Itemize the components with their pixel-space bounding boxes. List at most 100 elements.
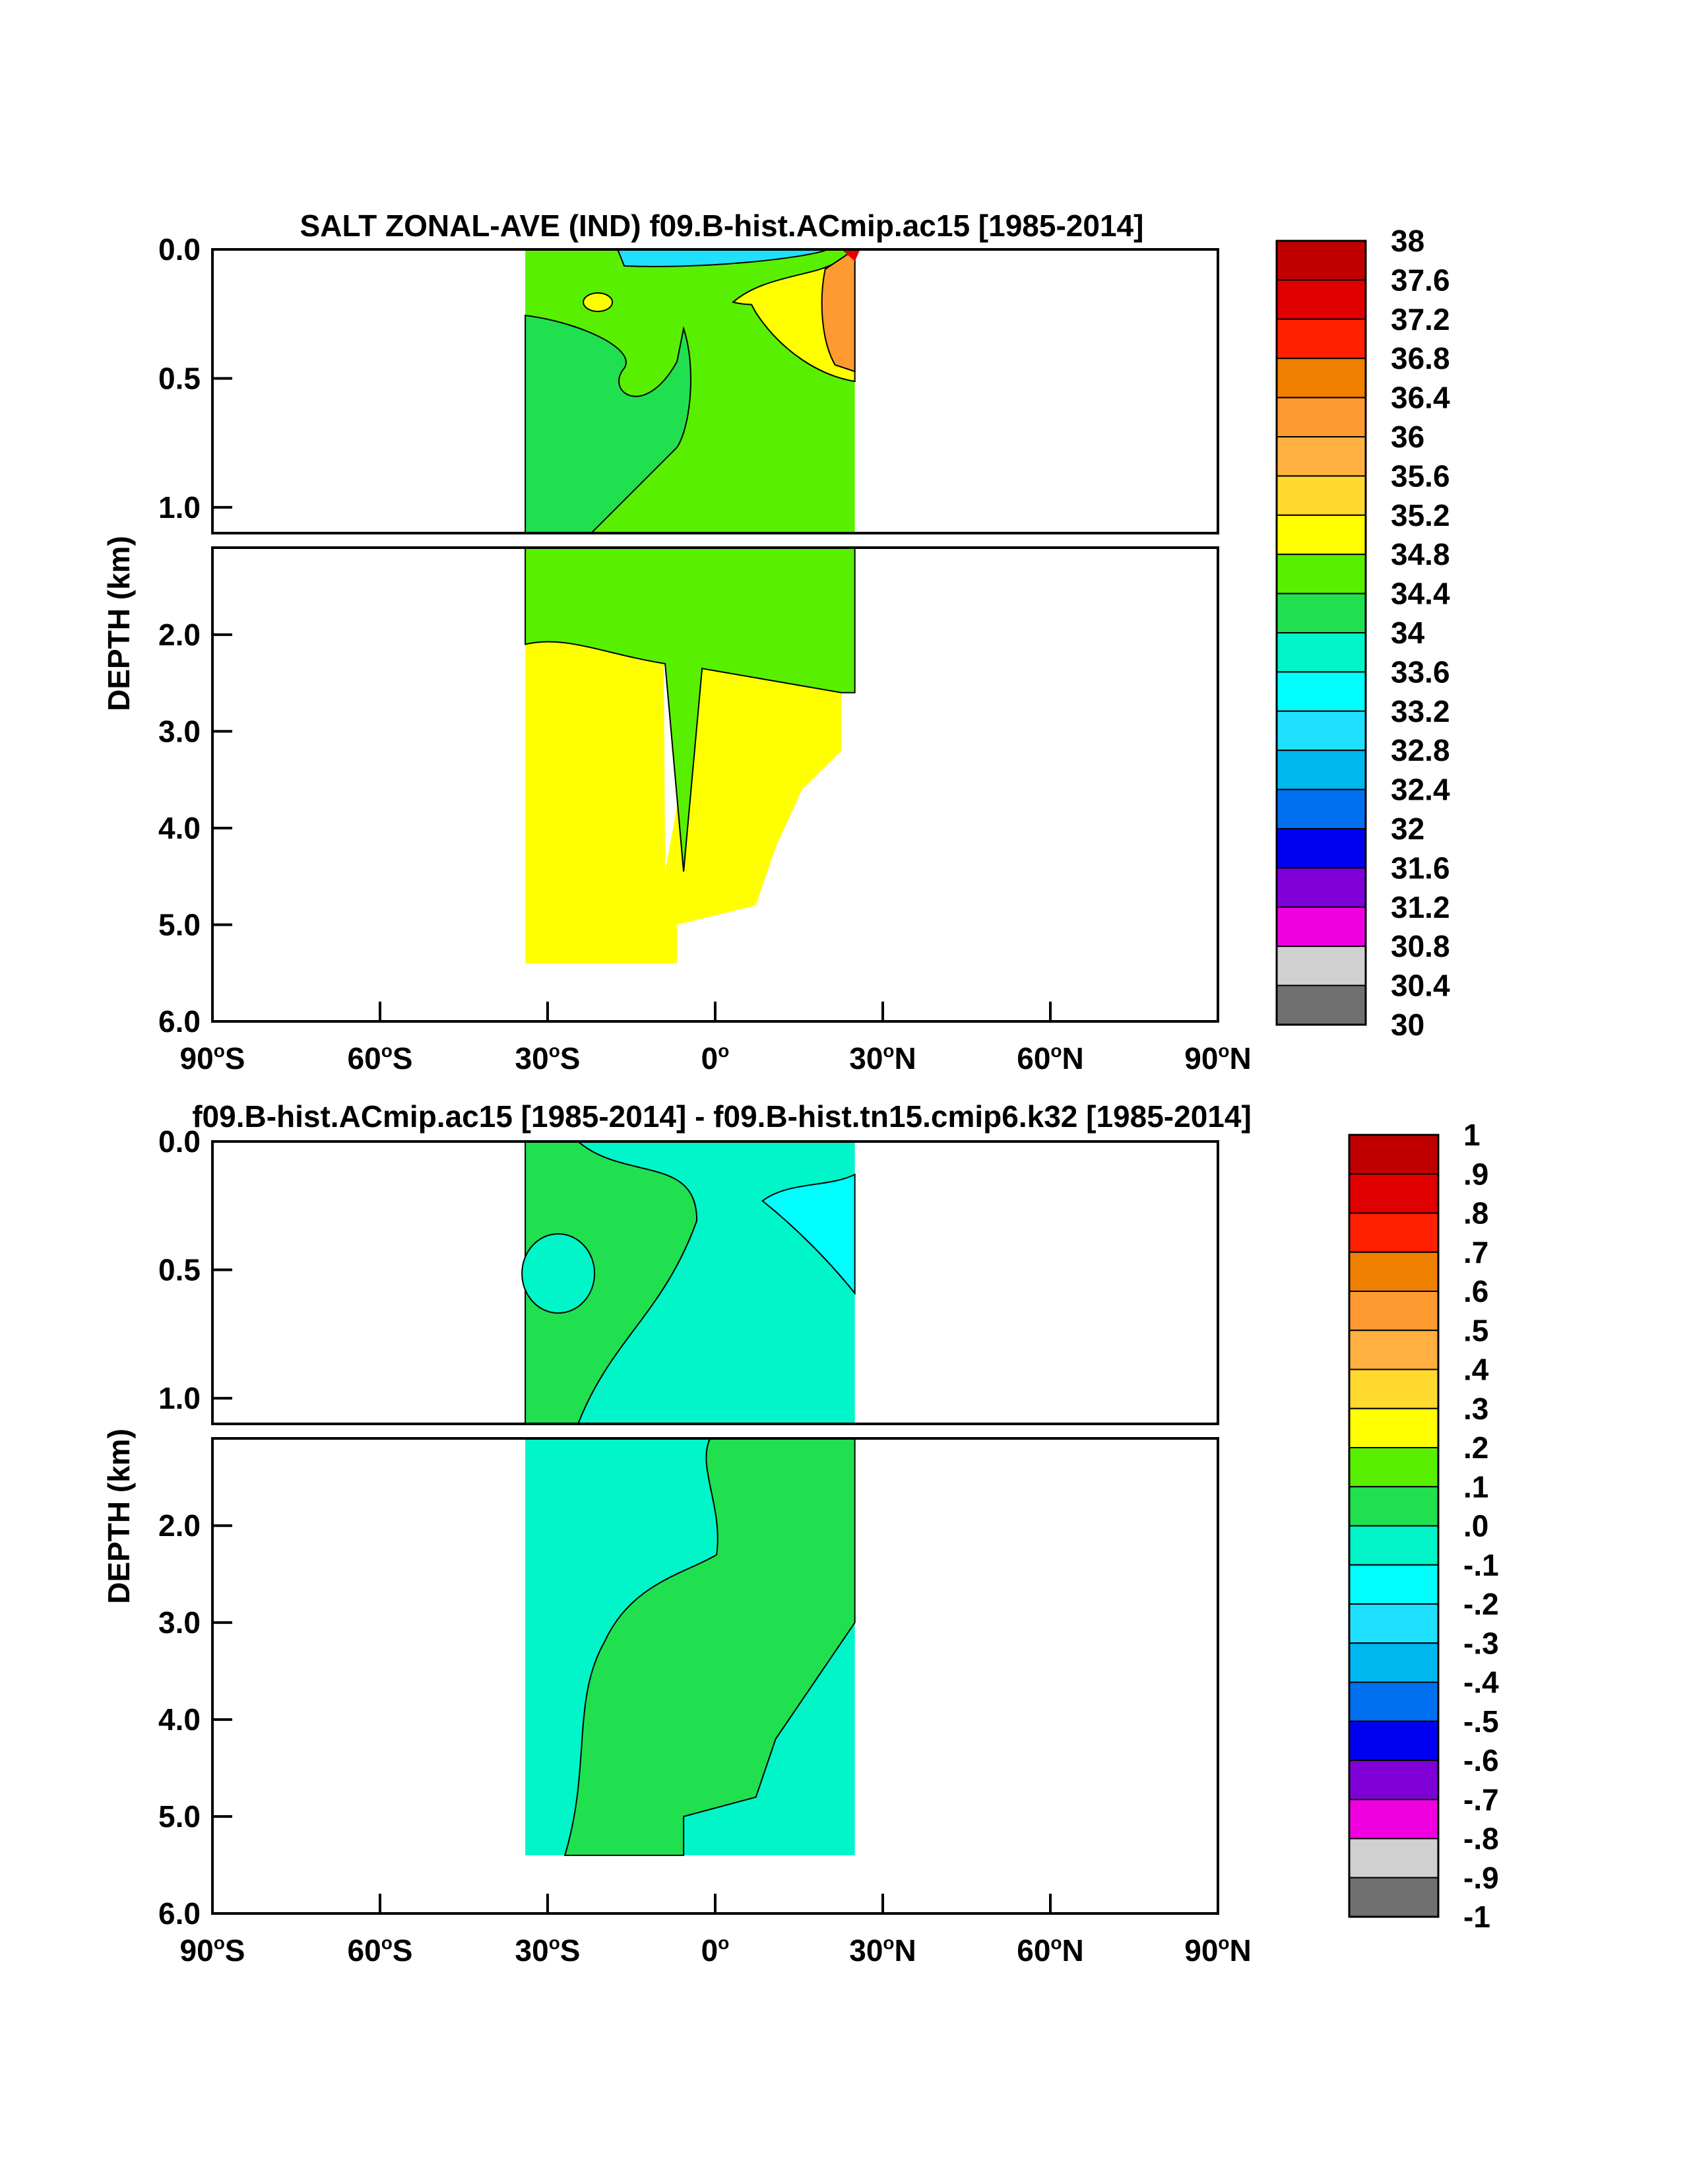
colorbar-label: .5 bbox=[1463, 1313, 1488, 1347]
colorbar-label: -.3 bbox=[1463, 1626, 1499, 1660]
field-region-0-0-patch bbox=[521, 1233, 596, 1314]
colorbar-label: 34.4 bbox=[1391, 577, 1450, 611]
colorbar-label: 36.4 bbox=[1391, 381, 1450, 415]
colorbar-label: 30.4 bbox=[1391, 969, 1450, 1003]
colorbar-label: 35.6 bbox=[1391, 459, 1450, 493]
field-region-34-4 bbox=[525, 314, 691, 534]
colorbar-label: 34.8 bbox=[1391, 537, 1450, 571]
colorbar-swatch bbox=[1349, 1407, 1439, 1448]
colorbar-swatch bbox=[1276, 671, 1366, 712]
x-tick-label: 30oN bbox=[849, 1933, 916, 1968]
colorbar-label: 30.8 bbox=[1391, 929, 1450, 963]
colorbar-label: .9 bbox=[1463, 1157, 1488, 1191]
colorbar-swatch bbox=[1276, 318, 1366, 360]
field-region-37-6 bbox=[841, 249, 860, 261]
colorbar-swatch bbox=[1349, 1368, 1439, 1409]
colorbar-frame bbox=[1348, 1134, 1440, 1918]
colorbar-frame bbox=[1275, 240, 1367, 1026]
colorbar-swatch bbox=[1349, 1564, 1439, 1605]
colorbar-swatch bbox=[1349, 1760, 1439, 1801]
colorbar-swatch bbox=[1349, 1525, 1439, 1566]
x-tick-label: 30oN bbox=[849, 1041, 916, 1076]
colorbar-swatch bbox=[1276, 475, 1366, 516]
colorbar-label: .3 bbox=[1463, 1392, 1488, 1426]
x-tick-label: 0o bbox=[701, 1933, 730, 1968]
y-tick-label: 6.0 bbox=[158, 1004, 201, 1039]
upper-panel-frame bbox=[211, 248, 1219, 534]
colorbar-label: 37.6 bbox=[1391, 263, 1450, 297]
x-tick-label: 90oS bbox=[180, 1933, 245, 1968]
colorbar-swatch bbox=[1276, 750, 1366, 790]
colorbar-swatch bbox=[1349, 1212, 1439, 1253]
colorbar-label: 32.4 bbox=[1391, 773, 1450, 807]
colorbar-swatch bbox=[1276, 358, 1366, 399]
field-region-0-1 bbox=[525, 1141, 698, 1425]
colorbar-label: 33.6 bbox=[1391, 655, 1450, 689]
chart-title: f09.B-hist.ACmip.ac15 [1985-2014] - f09.… bbox=[192, 1099, 1252, 1134]
colorbar-swatch bbox=[1349, 1877, 1439, 1917]
colorbar-label: 31.2 bbox=[1391, 890, 1450, 924]
colorbar-swatch bbox=[1276, 788, 1366, 829]
colorbar-swatch bbox=[1349, 1720, 1439, 1761]
y-tick-label: 1.0 bbox=[158, 490, 201, 525]
colorbar-label: -.1 bbox=[1463, 1548, 1499, 1582]
colorbar-swatch bbox=[1349, 1799, 1439, 1840]
y-axis-label: DEPTH (km) bbox=[102, 1429, 136, 1604]
y-tick-label: 2.0 bbox=[158, 618, 201, 652]
field-region-33-2 bbox=[616, 249, 829, 267]
colorbar-swatch bbox=[1276, 906, 1366, 947]
colorbar-label: -.4 bbox=[1463, 1665, 1499, 1700]
colorbar-label: .8 bbox=[1463, 1196, 1488, 1231]
colorbar: 1 .9 .8 .7 .6 .5 .4 .3 .2 .1 .0 -.1 -.2 -.3 -.4 -.5 -.6 -… bbox=[1348, 1118, 1499, 1934]
colorbar-label: .0 bbox=[1463, 1509, 1488, 1543]
colorbar-label: 37.2 bbox=[1391, 302, 1450, 337]
colorbar-label: .6 bbox=[1463, 1274, 1488, 1308]
colorbar: 38 37.6 37.2 36.8 36.4 36 35.6 35.2 34.8 34.4 34 33… bbox=[1275, 224, 1450, 1042]
field-region-36-4 bbox=[821, 248, 856, 373]
colorbar-label: .7 bbox=[1463, 1235, 1488, 1269]
y-tick-label: 0.0 bbox=[158, 232, 201, 267]
colorbar-swatch bbox=[1276, 593, 1366, 633]
colorbar-swatch bbox=[1349, 1134, 1439, 1175]
colorbar-swatch bbox=[1276, 946, 1366, 986]
y-tick-label: 1.0 bbox=[158, 1381, 201, 1415]
y-tick-label: 6.0 bbox=[158, 1896, 201, 1931]
colorbar-swatch bbox=[1276, 828, 1366, 869]
y-tick-label: 0.5 bbox=[158, 361, 201, 395]
x-tick-label: 60oS bbox=[348, 1041, 413, 1076]
x-tick-label: 90oS bbox=[180, 1041, 245, 1076]
chart-title: SALT ZONAL-AVE (IND) f09.B-hist.ACmip.ac… bbox=[300, 209, 1144, 243]
colorbar-label: 31.6 bbox=[1391, 851, 1450, 885]
colorbar-label: 32.8 bbox=[1391, 733, 1450, 767]
colorbar-label: .2 bbox=[1463, 1430, 1488, 1465]
y-tick-label: 2.0 bbox=[158, 1508, 201, 1543]
colorbar-swatch bbox=[1276, 632, 1366, 673]
colorbar-label: -.9 bbox=[1463, 1861, 1499, 1895]
colorbar-label: 34 bbox=[1391, 616, 1425, 650]
colorbar-swatch bbox=[1349, 1603, 1439, 1644]
x-tick-label: 0o bbox=[701, 1041, 730, 1076]
colorbar-swatch bbox=[1276, 397, 1366, 437]
x-tick-label: 90oN bbox=[1184, 1933, 1252, 1968]
colorbar-swatch bbox=[1276, 984, 1366, 1025]
contour-field bbox=[521, 1141, 856, 1856]
colorbar-swatch bbox=[1276, 279, 1366, 320]
x-tick-label: 60oS bbox=[348, 1933, 413, 1968]
colorbar-label: -.5 bbox=[1463, 1704, 1499, 1739]
field-region-0-1-deep bbox=[563, 1438, 856, 1856]
upper-panel-frame bbox=[211, 1140, 1219, 1425]
y-tick-label: 5.0 bbox=[158, 907, 201, 942]
y-tick-label: 4.0 bbox=[158, 811, 201, 845]
colorbar-swatch bbox=[1276, 240, 1366, 281]
colorbar-swatch bbox=[1349, 1447, 1439, 1488]
colorbar-label: 35.2 bbox=[1391, 498, 1450, 532]
colorbar-swatch bbox=[1349, 1838, 1439, 1879]
x-tick-label: 30oS bbox=[515, 1041, 581, 1076]
colorbar-label: 32 bbox=[1391, 812, 1424, 846]
colorbar-label: .1 bbox=[1463, 1469, 1488, 1504]
colorbar-label: 36.8 bbox=[1391, 341, 1450, 375]
colorbar-swatch bbox=[1349, 1173, 1439, 1214]
colorbar-label: -.7 bbox=[1463, 1782, 1499, 1816]
